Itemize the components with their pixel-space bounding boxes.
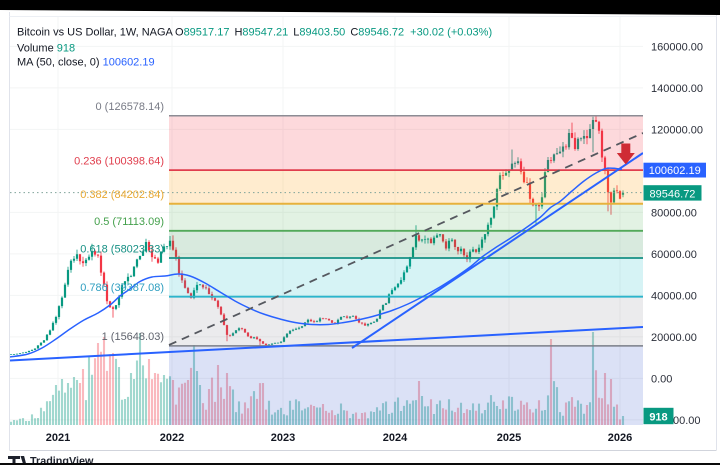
svg-text:0.618 (58023.33): 0.618 (58023.33)	[80, 243, 164, 255]
svg-text:2023: 2023	[271, 432, 295, 444]
svg-text:40000.00: 40000.00	[651, 290, 697, 302]
svg-text:0.00: 0.00	[651, 373, 672, 385]
svg-text:120000.00: 120000.00	[651, 124, 703, 136]
svg-text:0.236 (100398.64): 0.236 (100398.64)	[74, 155, 164, 167]
svg-text:0.5 (71113.09): 0.5 (71113.09)	[94, 216, 164, 228]
svg-text:2022: 2022	[160, 432, 184, 444]
svg-text:140000.00: 140000.00	[651, 83, 703, 95]
svg-text:TradingView: TradingView	[30, 456, 94, 465]
svg-text:MA (50, close, 0) 100602.19: MA (50, close, 0) 100602.19	[17, 57, 155, 69]
svg-text:1 (15648.03): 1 (15648.03)	[102, 331, 164, 343]
svg-text:20000.00: 20000.00	[651, 332, 697, 344]
svg-text:2026: 2026	[608, 432, 632, 444]
svg-text:80000.00: 80000.00	[651, 207, 697, 219]
svg-text:918: 918	[649, 411, 667, 423]
svg-text:0.786 (39387.08): 0.786 (39387.08)	[80, 282, 164, 294]
svg-text:2025: 2025	[497, 432, 521, 444]
svg-text:2024: 2024	[383, 432, 408, 444]
svg-text:0.382 (84202.84): 0.382 (84202.84)	[80, 189, 164, 201]
svg-text:2021: 2021	[46, 432, 70, 444]
svg-text:89546.72: 89546.72	[650, 188, 696, 200]
svg-text:160000.00: 160000.00	[651, 41, 703, 53]
svg-text:0 (126578.14): 0 (126578.14)	[96, 101, 165, 113]
svg-text:60000.00: 60000.00	[651, 249, 697, 261]
svg-text:Bitcoin vs US Dollar, 1W, NAGA: Bitcoin vs US Dollar, 1W, NAGA O89517.17 H…	[17, 27, 492, 39]
svg-text:100602.19: 100602.19	[649, 165, 701, 177]
svg-text:Volume 918: Volume 918	[17, 43, 75, 55]
